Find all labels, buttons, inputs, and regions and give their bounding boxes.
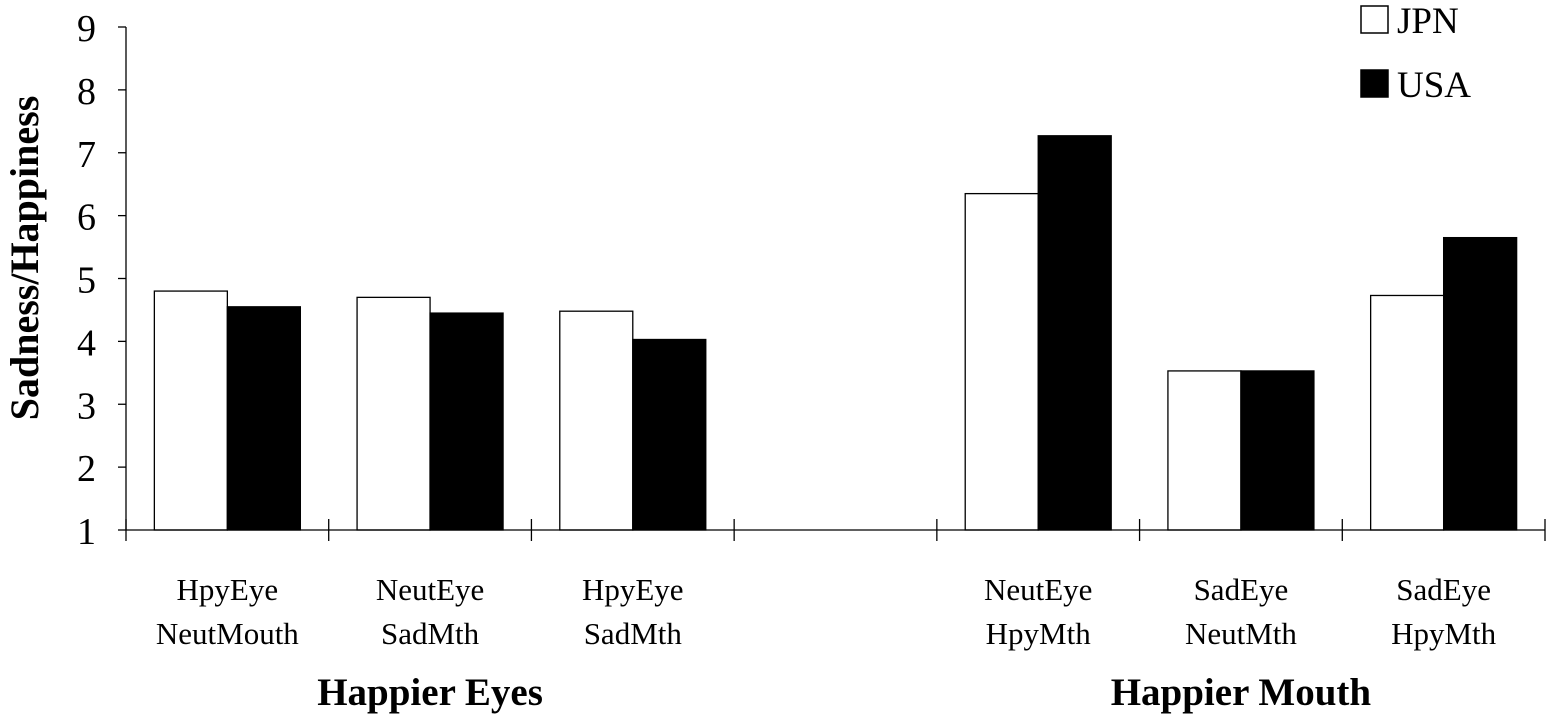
- x-tick-label: HpyMth: [1391, 616, 1497, 651]
- group-label: Happier Mouth: [1111, 671, 1372, 714]
- legend-swatch-usa: [1360, 69, 1389, 98]
- y-tick-label: 5: [77, 260, 96, 302]
- y-tick-label: 2: [77, 448, 96, 490]
- bar-usa: [632, 338, 707, 531]
- x-tick-label: SadMth: [381, 616, 480, 651]
- group-label: Happier Eyes: [317, 671, 543, 714]
- y-tick-label: 9: [77, 8, 96, 50]
- bar-usa: [1037, 135, 1112, 531]
- bar-usa: [226, 306, 302, 531]
- legend-swatch-jpn: [1360, 5, 1389, 34]
- x-tick-label: SadEye: [1396, 572, 1491, 607]
- bar-usa: [429, 312, 504, 531]
- x-tick-label: SadEye: [1194, 572, 1289, 607]
- y-tick-label: 3: [77, 385, 96, 427]
- bar-jpn: [356, 296, 431, 531]
- bar-jpn: [964, 192, 1039, 531]
- x-tick-label: HpyEye: [177, 572, 279, 607]
- axes: 1 2 3 4 5 6 7 8 9 HpyEye NeutMouth NeutEye SadMth Hpy…: [77, 8, 1546, 714]
- bar-usa: [1442, 236, 1518, 531]
- bar-usa: [1240, 370, 1315, 531]
- y-tick-label: 6: [77, 197, 96, 239]
- y-tick-label: 1: [77, 511, 96, 553]
- plot-area: [153, 135, 1518, 531]
- y-axis-label-group: Sadness/Happiness: [2, 96, 47, 421]
- x-tick-label: HpyMth: [986, 616, 1092, 651]
- x-tick-label: HpyEye: [582, 572, 684, 607]
- x-tick-label: SadMth: [584, 616, 683, 651]
- bar-jpn: [153, 290, 229, 531]
- y-tick-label: 7: [77, 134, 96, 176]
- bar-jpn: [559, 310, 634, 531]
- bar-jpn: [1167, 370, 1242, 531]
- x-tick-label: NeutMth: [1185, 616, 1297, 651]
- y-tick-label: 4: [77, 322, 96, 364]
- legend-label-usa: USA: [1397, 65, 1471, 106]
- bar-jpn: [1369, 294, 1445, 531]
- legend: JPN USA: [1360, 1, 1471, 106]
- x-tick-label: NeutEye: [984, 572, 1092, 607]
- legend-label-jpn: JPN: [1397, 1, 1459, 42]
- y-axis-label: Sadness/Happiness: [2, 96, 47, 421]
- y-tick-label: 8: [77, 71, 96, 113]
- x-tick-label: NeutMouth: [156, 616, 299, 651]
- x-tick-label: NeutEye: [376, 572, 484, 607]
